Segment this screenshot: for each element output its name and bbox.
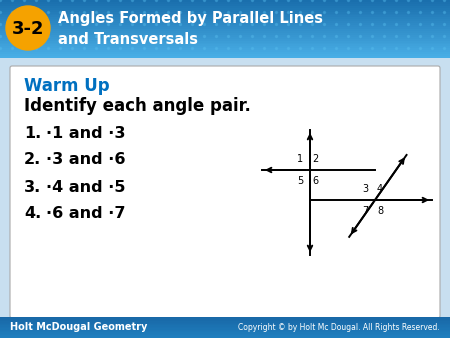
Bar	[0, 31, 450, 33]
Bar	[0, 27, 450, 29]
Text: and Transversals: and Transversals	[58, 32, 198, 48]
Bar	[0, 50, 450, 52]
Bar	[0, 43, 450, 45]
Bar	[0, 35, 450, 37]
Text: ∙6 and ∙7: ∙6 and ∙7	[46, 207, 126, 221]
Bar	[0, 17, 450, 19]
Bar	[0, 21, 450, 23]
Bar	[0, 335, 450, 337]
Bar	[0, 317, 450, 318]
Bar	[0, 29, 450, 31]
Bar	[0, 16, 450, 17]
Bar	[0, 33, 450, 35]
Bar	[0, 321, 450, 322]
Text: 4: 4	[377, 184, 383, 194]
Bar	[0, 325, 450, 327]
Text: 2: 2	[312, 154, 318, 164]
Bar	[0, 332, 450, 334]
Bar	[0, 54, 450, 56]
Bar	[0, 2, 450, 4]
Bar	[0, 41, 450, 43]
Text: 5: 5	[297, 176, 303, 186]
Text: Holt McDougal Geometry: Holt McDougal Geometry	[10, 322, 148, 333]
Circle shape	[6, 6, 50, 50]
Text: Identify each angle pair.: Identify each angle pair.	[24, 97, 251, 115]
Text: 3-2: 3-2	[12, 20, 44, 38]
Bar	[0, 320, 450, 321]
Bar	[0, 14, 450, 16]
Bar	[0, 52, 450, 54]
Bar	[0, 56, 450, 58]
Bar	[0, 11, 450, 14]
Text: 1: 1	[297, 154, 303, 164]
Text: 6: 6	[312, 176, 318, 186]
Bar	[0, 10, 450, 11]
Text: 8: 8	[377, 206, 383, 216]
Bar	[0, 322, 450, 324]
Bar	[0, 331, 450, 332]
Text: 4.: 4.	[24, 207, 41, 221]
Text: Copyright © by Holt Mc Dougal. All Rights Reserved.: Copyright © by Holt Mc Dougal. All Right…	[238, 323, 440, 332]
Bar	[0, 37, 450, 39]
Bar	[0, 318, 450, 320]
Text: ∙4 and ∙5: ∙4 and ∙5	[46, 179, 126, 194]
Bar	[0, 19, 450, 21]
Bar	[0, 23, 450, 25]
Text: Warm Up: Warm Up	[24, 77, 110, 95]
Bar	[0, 330, 450, 331]
Bar	[0, 4, 450, 6]
Bar	[0, 25, 450, 27]
Text: ∙1 and ∙3: ∙1 and ∙3	[46, 125, 126, 141]
Bar	[0, 39, 450, 41]
Bar	[0, 46, 450, 48]
Text: 1.: 1.	[24, 125, 41, 141]
Text: 2.: 2.	[24, 152, 41, 168]
Bar	[0, 8, 450, 10]
Bar	[0, 334, 450, 335]
Text: 3.: 3.	[24, 179, 41, 194]
Bar	[0, 324, 450, 325]
Text: 7: 7	[362, 206, 368, 216]
FancyBboxPatch shape	[10, 66, 440, 318]
Bar	[0, 48, 450, 50]
Bar	[0, 337, 450, 338]
Text: ∙3 and ∙6: ∙3 and ∙6	[46, 152, 126, 168]
Bar	[0, 45, 450, 46]
Bar	[0, 328, 450, 330]
Text: Angles Formed by Parallel Lines: Angles Formed by Parallel Lines	[58, 11, 323, 26]
Bar	[0, 327, 450, 328]
Bar	[0, 0, 450, 2]
Text: 3: 3	[362, 184, 368, 194]
Bar	[0, 6, 450, 8]
